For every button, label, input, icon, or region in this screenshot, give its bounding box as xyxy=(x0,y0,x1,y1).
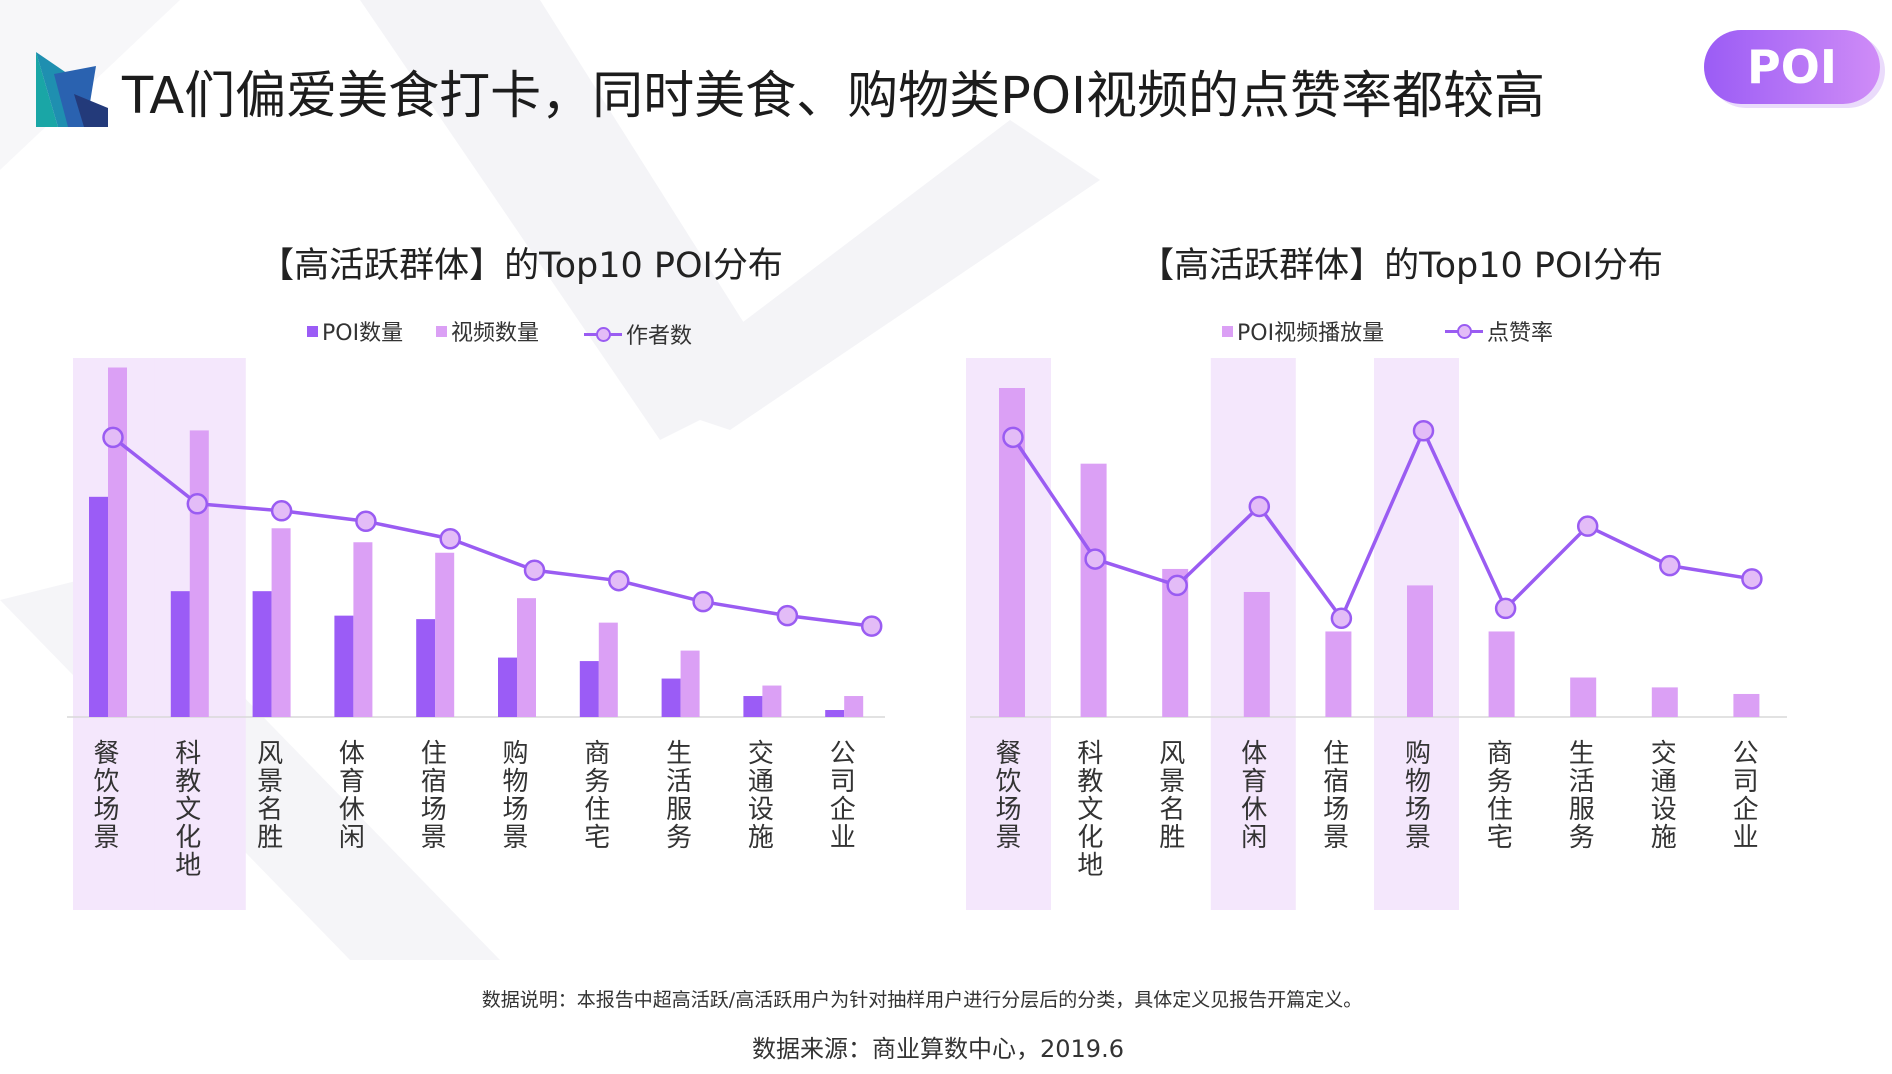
category-label: 餐饮场景 xyxy=(89,739,119,851)
category-label: 公司企业 xyxy=(825,739,856,851)
author-count-point xyxy=(608,569,630,592)
author-count-point xyxy=(439,528,461,550)
category-label: 商务住宅 xyxy=(1482,739,1513,851)
author-count-point xyxy=(270,500,293,522)
category-label: 住宿场景 xyxy=(1318,739,1349,851)
legend-swatch-video-count xyxy=(436,325,447,337)
category-label: 体育休闲 xyxy=(334,739,365,851)
left-chart-title: 【高活跃群体】的Top10 POI分布 xyxy=(259,246,783,286)
legend-circle-marker xyxy=(596,327,611,342)
video-count-bar xyxy=(435,552,455,717)
video-count-bar xyxy=(598,622,618,717)
author-count-point xyxy=(186,493,209,515)
poi-count-bar xyxy=(498,657,517,717)
play-count-bar xyxy=(1080,463,1107,717)
like-rate-point xyxy=(1166,574,1188,597)
poi-badge: POI xyxy=(1704,30,1880,104)
like-rate-line xyxy=(1011,429,1753,621)
legend-label: POI数量 xyxy=(322,321,404,346)
legend-label: 作者数 xyxy=(626,324,693,349)
like-rate-point xyxy=(1659,554,1681,577)
video-count-bar xyxy=(517,598,536,717)
category-label: 风景名胜 xyxy=(1154,739,1185,851)
right-chart-title: 【高活跃群体】的Top10 POI分布 xyxy=(1139,246,1663,286)
play-count-bar xyxy=(1488,631,1515,717)
legend-label: 点赞率 xyxy=(1487,321,1554,346)
poi-count-bar xyxy=(416,619,436,717)
play-count-bar xyxy=(1407,585,1433,717)
legend-label: POI视频播放量 xyxy=(1237,321,1385,346)
legend-item-video-count: 视频数量 xyxy=(436,316,539,346)
logo-icon xyxy=(36,52,108,127)
like-rate-point xyxy=(1002,426,1024,449)
data-note: 数据说明：本报告中超高活跃/高活跃用户为针对抽样用户进行分层后的分类，具体定义见… xyxy=(481,989,1363,1011)
category-label: 购物场景 xyxy=(498,739,528,851)
poi-count-bar xyxy=(334,615,354,717)
author-count-point xyxy=(355,510,377,533)
category-label: 交通设施 xyxy=(743,739,774,851)
author-count-point xyxy=(860,615,883,637)
like-rate-point xyxy=(1248,495,1271,518)
video-count-bar xyxy=(271,528,291,717)
legend-item-like-rate: 点赞率 xyxy=(1445,316,1553,346)
category-label: 餐饮场景 xyxy=(991,739,1021,851)
legend-swatch-play-count xyxy=(1222,325,1233,337)
like-rate-point xyxy=(1741,568,1763,590)
video-count-bar xyxy=(680,650,700,717)
legend-item-poi-count: POI数量 xyxy=(307,316,403,346)
category-label: 住宿场景 xyxy=(416,739,447,851)
category-label: 生活服务 xyxy=(661,739,692,851)
video-count-bar xyxy=(189,430,209,717)
poi-count-bar xyxy=(252,591,272,717)
category-label: 公司企业 xyxy=(1728,739,1759,851)
like-rate-point xyxy=(1330,607,1353,630)
category-label: 风景名胜 xyxy=(252,739,283,851)
poi-count-bar xyxy=(825,710,845,717)
poi-count-bar xyxy=(743,696,763,717)
poi-count-bar xyxy=(89,496,108,717)
video-count-bar xyxy=(762,685,782,717)
legend-line-marker-icon xyxy=(584,326,622,342)
legend-line-marker-icon xyxy=(1445,323,1483,339)
category-label: 生活服务 xyxy=(1564,739,1595,851)
legend-circle-marker xyxy=(1457,324,1472,339)
video-count-bar xyxy=(844,696,864,717)
category-label: 科教文化地 xyxy=(170,739,201,879)
video-count-bar xyxy=(108,367,127,717)
play-count-bar xyxy=(1651,687,1678,717)
data-source: 数据来源：商业算数中心，2019.6 xyxy=(752,1035,1124,1063)
page-title: TA们偏爱美食打卡，同时美食、购物类POI视频的点赞率都较高 xyxy=(122,67,1546,126)
author-count-point xyxy=(523,559,546,581)
like-rate-point xyxy=(1576,515,1599,537)
like-rate-point xyxy=(1494,597,1517,620)
category-label: 科教文化地 xyxy=(1072,739,1103,879)
play-count-bar xyxy=(1325,631,1352,717)
poi-count-bar xyxy=(661,678,681,717)
play-count-bar xyxy=(1243,591,1270,717)
author-count-point xyxy=(102,426,124,449)
category-label: 体育休闲 xyxy=(1236,739,1267,851)
author-count-point xyxy=(776,604,799,627)
author-count-point xyxy=(692,590,714,613)
category-label: 交通设施 xyxy=(1646,739,1677,851)
video-count-bar xyxy=(353,542,373,717)
like-rate-point xyxy=(1412,420,1435,442)
legend-item-play-count: POI视频播放量 xyxy=(1222,316,1384,346)
poi-count-bar xyxy=(170,591,190,717)
category-label: 商务住宅 xyxy=(579,739,610,851)
legend-label: 视频数量 xyxy=(451,321,540,346)
legend-swatch-poi-count xyxy=(307,325,318,337)
play-count-bar xyxy=(1733,693,1760,717)
legend-item-author-count: 作者数 xyxy=(584,319,692,349)
play-count-bar xyxy=(1570,677,1597,717)
poi-count-bar xyxy=(579,661,599,717)
category-label: 购物场景 xyxy=(1400,739,1431,851)
like-rate-point xyxy=(1084,548,1106,570)
author-count-line xyxy=(111,436,872,628)
